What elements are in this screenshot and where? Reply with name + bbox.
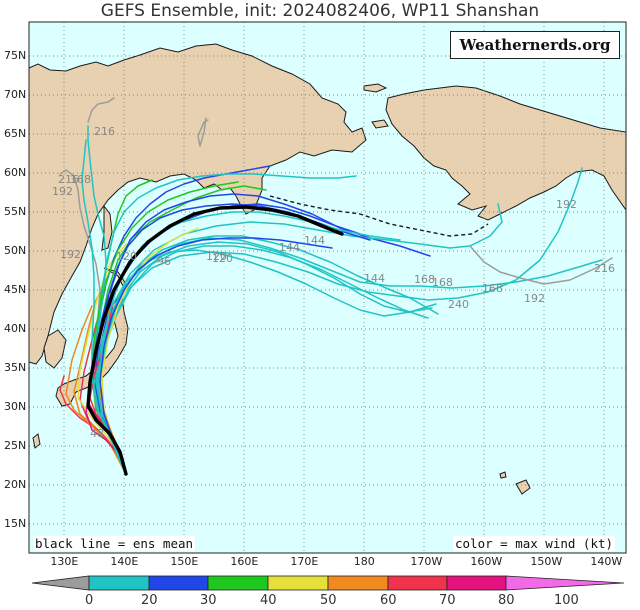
lat-label-4: 35N [4, 361, 27, 374]
lat-label-12: 75N [4, 49, 27, 62]
forecast-hour-label-10: 144 [304, 234, 325, 247]
lat-label-11: 70N [4, 88, 27, 101]
lon-label-8: 150W [530, 555, 563, 568]
member-track-17 [93, 165, 271, 471]
forecast-hour-label-19: 120 [206, 250, 227, 263]
colorbar-label-3: 40 [260, 593, 277, 608]
forecast-hour-label-7: 144 [279, 241, 300, 254]
forecast-hour-label-1: 192 [52, 185, 73, 198]
colorbar-bin-2 [148, 575, 209, 591]
lon-label-5: 180 [353, 555, 375, 568]
colorbar-bin-6 [387, 575, 448, 591]
lon-label-0: 130E [50, 555, 79, 568]
lat-label-0: 15N [4, 517, 27, 530]
lon-label-2: 150E [170, 555, 199, 568]
lat-label-7: 50N [4, 244, 27, 257]
colorbar-label-5: 60 [380, 593, 397, 608]
lat-label-9: 60N [4, 166, 27, 179]
hawaii-islands [515, 479, 531, 495]
forecast-hour-label-3: 144 [364, 272, 385, 285]
alaska-landmass [385, 85, 627, 221]
colorbar-bin-1 [88, 575, 150, 591]
forecast-hour-label-5: 96 [157, 255, 171, 268]
st-lawrence-island [371, 119, 389, 129]
colorbar-label-2: 30 [200, 593, 217, 608]
member-track-29 [99, 237, 333, 471]
colorbar-label-1: 20 [141, 593, 158, 608]
wind-colorbar [31, 575, 625, 591]
lon-label-4: 170E [290, 555, 319, 568]
lat-label-2: 25N [4, 439, 27, 452]
lon-label-7: 160W [470, 555, 503, 568]
forecast-hour-label-0: 216 [94, 125, 115, 138]
member-track-32 [81, 139, 125, 471]
taiwan-island [32, 433, 41, 449]
land-group [28, 43, 627, 495]
forecast-hour-label-16: 192 [60, 248, 81, 261]
colorbar-bin-4 [267, 575, 329, 591]
colorbar-bin-0 [31, 575, 90, 591]
member-track-2 [77, 243, 127, 469]
map-frame [28, 21, 627, 554]
forecast-hour-labels: 2161921681441209616814412019214421616824… [52, 125, 615, 440]
forecast-hour-label-6: 168 [432, 276, 453, 289]
lon-label-1: 140E [110, 555, 139, 568]
lat-label-3: 30N [4, 400, 27, 413]
ensemble-mean-track [86, 205, 344, 476]
credit-box: Weathernerds.org [450, 31, 620, 59]
member-track-23 [87, 97, 115, 123]
color-note: color = max wind (kt) [453, 536, 616, 551]
forecast-hour-label-17: 216 [58, 173, 79, 186]
forecast-hour-label-14: 168 [414, 273, 435, 286]
colorbar-label-7: 80 [498, 593, 515, 608]
colorbar-bin-7 [446, 575, 507, 591]
colorbar-bin-8 [505, 575, 625, 591]
lat-lon-grid [29, 22, 626, 553]
chart-title: GEFS Ensemble, init: 2024082406, WP11 Sh… [100, 1, 540, 21]
lat-label-1: 20N [4, 478, 27, 491]
colorbar-label-0: 0 [85, 593, 94, 608]
forecast-hour-label-8: 120 [116, 250, 137, 263]
aleutian-islands [269, 195, 489, 237]
forecast-hour-label-9: 192 [556, 198, 577, 211]
colorbar-bin-5 [327, 575, 389, 591]
forecast-hour-label-12: 168 [482, 282, 503, 295]
chukotka-island [363, 83, 388, 93]
colorbar-label-4: 50 [320, 593, 337, 608]
member-track-22 [197, 117, 209, 147]
hawaii-small [499, 471, 507, 479]
forecast-hour-label-13: 240 [448, 298, 469, 311]
lon-label-3: 160E [230, 555, 259, 568]
lat-label-8: 55N [4, 205, 27, 218]
colorbar-label-6: 70 [439, 593, 456, 608]
korea-peninsula [43, 329, 67, 369]
lat-label-5: 40N [4, 322, 27, 335]
colorbar-label-8: 100 [554, 593, 579, 608]
forecast-hour-label-2: 168 [70, 173, 91, 186]
member-track-24 [469, 245, 613, 285]
forecast-hour-label-4: 120 [212, 252, 233, 265]
mean-line-note: black line = ens mean [33, 536, 196, 551]
lon-label-6: 170W [410, 555, 443, 568]
forecast-hour-label-15: 192 [524, 292, 545, 305]
forecast-hour-label-11: 216 [594, 262, 615, 275]
lat-label-10: 65N [4, 127, 27, 140]
colorbar-bin-3 [207, 575, 269, 591]
lat-label-6: 45N [4, 283, 27, 296]
forecast-hour-label-18: 48 [90, 427, 104, 440]
lon-label-9: 140W [590, 555, 623, 568]
